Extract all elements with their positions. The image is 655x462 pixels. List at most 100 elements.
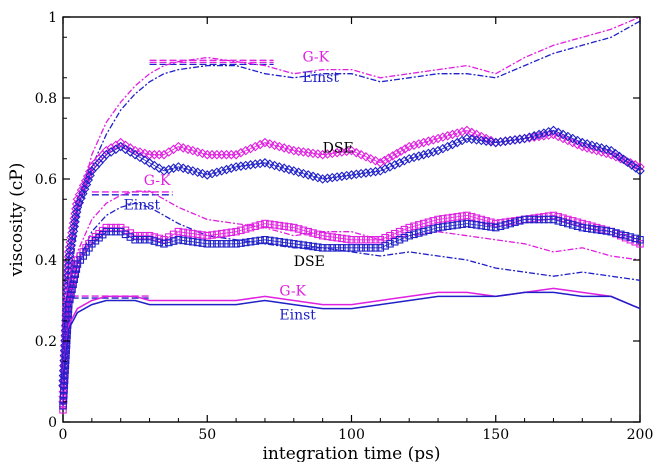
data-point bbox=[414, 139, 424, 149]
data-point bbox=[131, 231, 139, 240]
series-top-gk-dashed bbox=[62, 16, 641, 382]
data-point bbox=[371, 244, 380, 252]
data-point bbox=[424, 218, 433, 226]
data-point bbox=[144, 158, 155, 168]
data-point bbox=[361, 168, 371, 178]
data-point bbox=[245, 160, 256, 170]
data-point bbox=[115, 141, 126, 152]
data-point bbox=[597, 226, 606, 235]
data-point bbox=[250, 141, 261, 152]
data-point bbox=[448, 213, 457, 222]
data-point bbox=[322, 173, 333, 184]
data-point bbox=[275, 221, 284, 230]
data-point bbox=[505, 135, 515, 146]
data-point bbox=[60, 381, 68, 390]
data-point bbox=[467, 220, 476, 228]
data-point bbox=[227, 228, 236, 237]
data-point bbox=[60, 386, 68, 395]
data-point bbox=[227, 240, 236, 248]
data-point bbox=[66, 240, 76, 251]
data-point bbox=[400, 225, 409, 234]
data-point bbox=[482, 217, 490, 225]
data-point bbox=[434, 223, 442, 232]
data-point bbox=[405, 223, 413, 232]
data-point bbox=[606, 149, 616, 160]
data-point bbox=[149, 160, 160, 171]
data-point bbox=[264, 139, 275, 149]
data-point bbox=[356, 149, 366, 160]
series-layer bbox=[58, 16, 645, 414]
data-point bbox=[558, 129, 568, 140]
data-point bbox=[614, 151, 625, 162]
reference-lines bbox=[71, 59, 274, 299]
data-point bbox=[279, 143, 289, 153]
data-point bbox=[139, 148, 150, 159]
data-point bbox=[448, 221, 457, 230]
data-point bbox=[275, 238, 284, 246]
data-point bbox=[596, 143, 607, 153]
data-point bbox=[59, 396, 68, 405]
data-point bbox=[535, 215, 543, 224]
data-point bbox=[266, 236, 274, 245]
axes: 0 50 100 150 200 0 0.2 0.4 0.6 0.8 1 bbox=[35, 10, 654, 443]
data-point bbox=[626, 233, 635, 241]
data-point bbox=[299, 241, 308, 249]
series-middle-dse-square bbox=[59, 211, 644, 414]
data-point bbox=[482, 222, 490, 231]
data-point bbox=[409, 140, 419, 151]
data-point bbox=[256, 221, 264, 229]
data-point bbox=[553, 127, 564, 138]
data-point bbox=[226, 163, 237, 173]
data-point bbox=[391, 229, 399, 238]
data-point bbox=[71, 270, 80, 278]
data-point bbox=[135, 147, 145, 157]
data-point bbox=[415, 229, 423, 237]
data-point bbox=[198, 231, 207, 239]
data-point bbox=[71, 212, 81, 222]
data-point bbox=[241, 225, 250, 233]
data-point bbox=[63, 260, 74, 270]
data-point bbox=[415, 221, 423, 229]
data-point bbox=[251, 222, 260, 231]
annotation-dse: DSE bbox=[323, 141, 354, 157]
data-point bbox=[327, 172, 338, 183]
data-point bbox=[65, 245, 76, 256]
data-point bbox=[337, 147, 347, 157]
series-middle-gk-dashed bbox=[62, 190, 641, 390]
data-point bbox=[419, 219, 428, 228]
data-point bbox=[389, 160, 400, 170]
data-point bbox=[193, 230, 202, 239]
data-point bbox=[400, 233, 409, 242]
data-point bbox=[529, 131, 539, 141]
data-point bbox=[419, 227, 428, 236]
data-point bbox=[236, 161, 246, 171]
data-point bbox=[418, 149, 429, 160]
data-point bbox=[270, 221, 279, 229]
data-point bbox=[434, 215, 442, 224]
data-point bbox=[376, 236, 385, 244]
data-point bbox=[625, 158, 636, 168]
data-point bbox=[442, 131, 453, 141]
data-point bbox=[241, 238, 250, 247]
data-point bbox=[564, 219, 572, 228]
data-point bbox=[217, 229, 226, 238]
data-point bbox=[69, 280, 77, 289]
data-point bbox=[601, 144, 612, 155]
series-top-dse-diamond bbox=[58, 125, 645, 407]
data-point bbox=[423, 136, 434, 146]
y-tick-label: 0.6 bbox=[35, 172, 57, 188]
data-point bbox=[438, 143, 448, 154]
data-point bbox=[341, 146, 352, 157]
data-point bbox=[346, 145, 357, 156]
data-point bbox=[433, 133, 443, 144]
annotation-gk: G-K bbox=[279, 284, 306, 300]
data-point bbox=[207, 168, 217, 179]
data-point bbox=[371, 236, 380, 244]
data-point bbox=[125, 147, 136, 157]
data-point bbox=[231, 149, 241, 160]
data-point bbox=[553, 131, 564, 142]
data-point bbox=[515, 134, 525, 144]
data-point bbox=[626, 160, 637, 170]
data-point bbox=[333, 233, 341, 242]
data-point bbox=[395, 227, 404, 236]
